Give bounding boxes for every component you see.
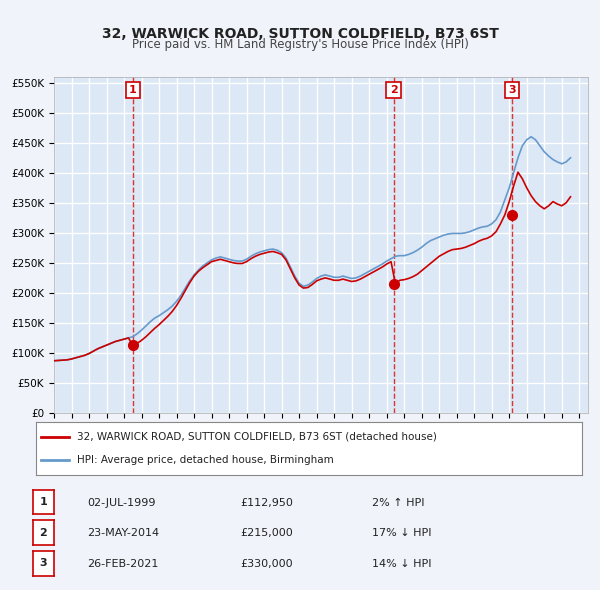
- Text: 32, WARWICK ROAD, SUTTON COLDFIELD, B73 6ST (detached house): 32, WARWICK ROAD, SUTTON COLDFIELD, B73 …: [77, 432, 437, 442]
- Text: £215,000: £215,000: [240, 529, 293, 538]
- Text: 1: 1: [129, 85, 137, 95]
- Text: 1: 1: [40, 497, 47, 507]
- Text: 2% ↑ HPI: 2% ↑ HPI: [372, 498, 425, 507]
- Text: 3: 3: [40, 559, 47, 568]
- Text: Price paid vs. HM Land Registry's House Price Index (HPI): Price paid vs. HM Land Registry's House …: [131, 38, 469, 51]
- Text: 3: 3: [508, 85, 515, 95]
- Text: 26-FEB-2021: 26-FEB-2021: [87, 559, 158, 569]
- Text: 23-MAY-2014: 23-MAY-2014: [87, 529, 159, 538]
- Text: £330,000: £330,000: [240, 559, 293, 569]
- Text: HPI: Average price, detached house, Birmingham: HPI: Average price, detached house, Birm…: [77, 455, 334, 465]
- Text: 2: 2: [390, 85, 398, 95]
- Text: £112,950: £112,950: [240, 498, 293, 507]
- Text: 32, WARWICK ROAD, SUTTON COLDFIELD, B73 6ST: 32, WARWICK ROAD, SUTTON COLDFIELD, B73 …: [101, 27, 499, 41]
- Text: 14% ↓ HPI: 14% ↓ HPI: [372, 559, 431, 569]
- Text: 02-JUL-1999: 02-JUL-1999: [87, 498, 155, 507]
- Text: 17% ↓ HPI: 17% ↓ HPI: [372, 529, 431, 538]
- Text: 2: 2: [40, 528, 47, 537]
